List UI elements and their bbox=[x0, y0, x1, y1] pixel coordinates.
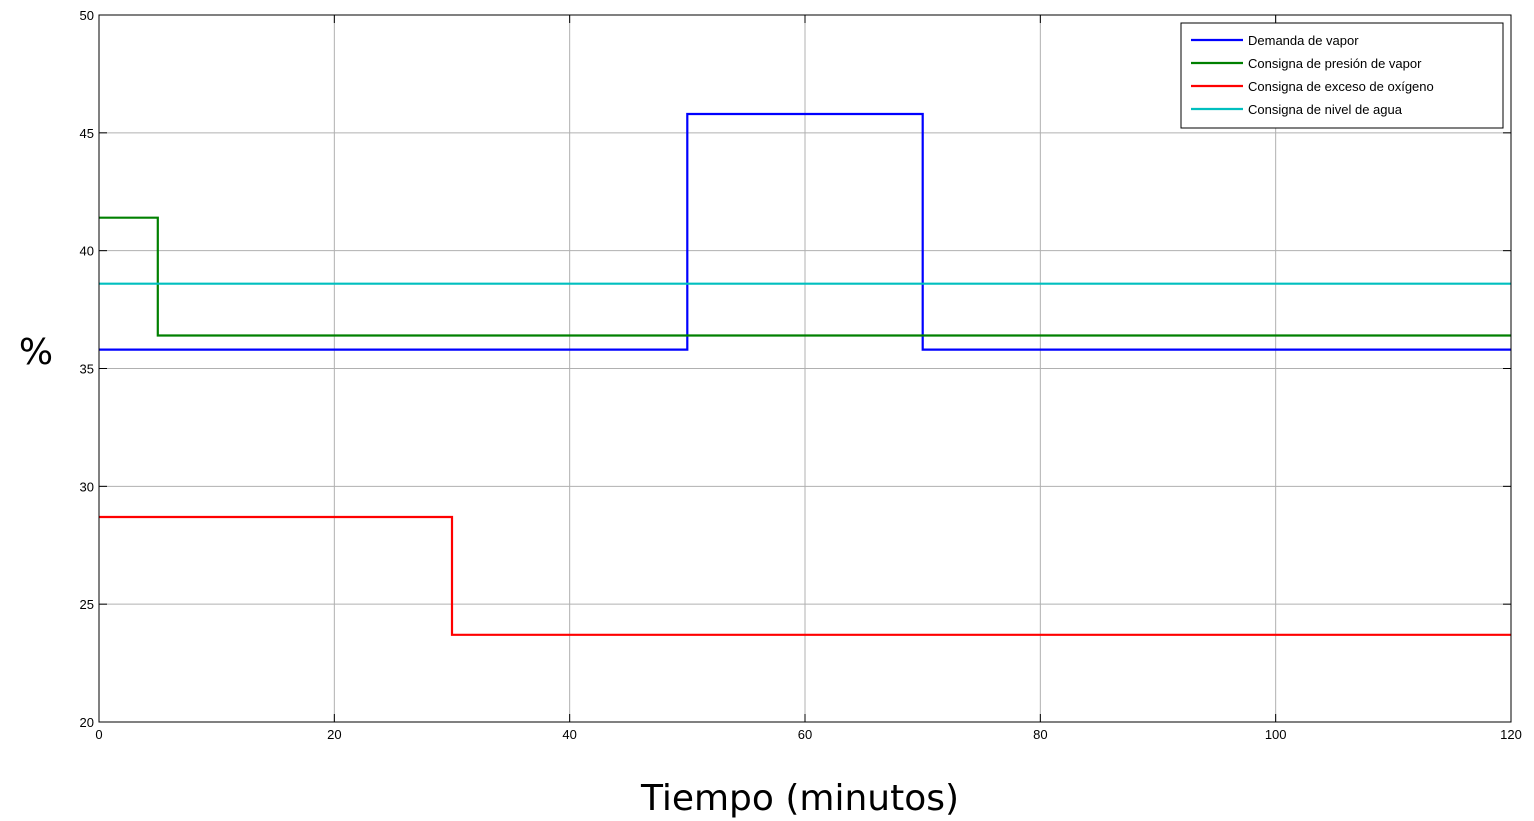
x-tick-label: 0 bbox=[95, 727, 102, 742]
series-lines bbox=[99, 112, 1511, 636]
ticks bbox=[98, 14, 1512, 723]
x-tick-label: 40 bbox=[562, 727, 576, 742]
y-tick-label: 20 bbox=[80, 715, 94, 730]
legend: Demanda de vapor Consigna de presión de v… bbox=[1180, 22, 1504, 129]
x-tick-label: 60 bbox=[798, 727, 812, 742]
y-tick-label: 40 bbox=[80, 244, 94, 259]
y-tick-label: 35 bbox=[80, 362, 94, 377]
y-tick-label: 30 bbox=[80, 479, 94, 494]
x-tick-label: 120 bbox=[1500, 727, 1522, 742]
y-tick-label: 25 bbox=[80, 597, 94, 612]
x-axis-title: Tiempo (minutos) bbox=[640, 778, 959, 819]
y-tick-label: 45 bbox=[80, 126, 94, 141]
series-line-2 bbox=[99, 216, 1511, 337]
y-axis-title: % bbox=[19, 332, 53, 373]
legend-entry: Demanda de vapor bbox=[1248, 33, 1359, 48]
x-tick-label: 20 bbox=[327, 727, 341, 742]
x-tick-label: 100 bbox=[1265, 727, 1287, 742]
legend-entry: Consigna de presión de vapor bbox=[1248, 56, 1422, 71]
series-line-1 bbox=[99, 112, 1511, 351]
y-tick-label: 50 bbox=[80, 8, 94, 23]
legend-entry: Consigna de nivel de agua bbox=[1248, 102, 1403, 117]
legend-entry: Consigna de exceso de oxígeno bbox=[1248, 79, 1434, 94]
x-tick-label: 80 bbox=[1033, 727, 1047, 742]
series-line-3 bbox=[99, 515, 1511, 636]
